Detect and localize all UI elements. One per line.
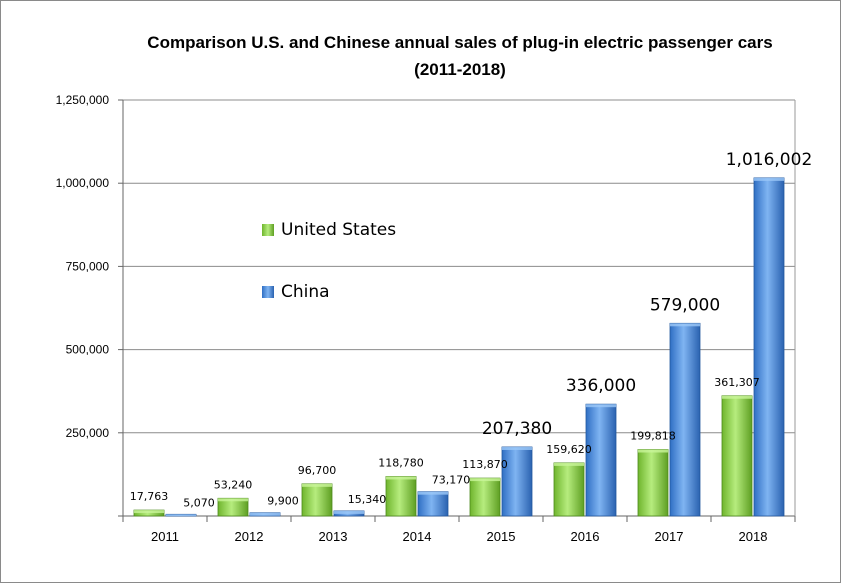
bar-united-states	[385, 476, 417, 517]
y-tick-label: 750,000	[66, 259, 110, 273]
bar-top-highlight	[722, 395, 752, 399]
legend-swatch-china	[262, 286, 274, 298]
legend-item-united-states: United States	[262, 220, 396, 240]
bar-united-states	[637, 449, 669, 517]
bar-top-highlight	[302, 483, 332, 487]
x-tick-label: 2015	[487, 529, 516, 544]
data-label-united-states: 118,780	[378, 456, 424, 469]
y-tick-label: 250,000	[66, 426, 110, 440]
data-label-china: 9,900	[267, 495, 299, 508]
x-tick-label: 2016	[571, 529, 600, 544]
data-label-united-states: 96,700	[298, 464, 337, 477]
x-tick-label: 2013	[319, 529, 348, 544]
bar-top-highlight	[586, 404, 616, 408]
x-tick-label: 2011	[151, 529, 179, 544]
y-tick-label: 1,250,000	[56, 93, 110, 107]
data-label-united-states: 361,307	[714, 376, 760, 389]
data-label-china: 1,016,002	[726, 150, 813, 170]
legend-label-united-states: United States	[281, 220, 397, 240]
bar-china	[417, 491, 449, 517]
bar-top-highlight	[502, 446, 532, 450]
bars	[133, 177, 785, 517]
data-label-united-states: 53,240	[214, 478, 253, 491]
data-label-united-states: 17,763	[130, 490, 169, 503]
bar-top-highlight	[250, 512, 280, 516]
bar-top-highlight	[134, 510, 164, 514]
bar-top-highlight	[418, 491, 448, 495]
data-label-china: 207,380	[482, 419, 552, 439]
bar-top-highlight	[670, 323, 700, 327]
bar-united-states	[721, 395, 753, 517]
bar-top-highlight	[386, 476, 416, 480]
x-tick-label: 2014	[403, 529, 432, 544]
x-tick-label: 2017	[655, 529, 684, 544]
bar-top-highlight	[470, 478, 500, 482]
data-label-united-states: 199,818	[630, 430, 676, 443]
bar-china	[501, 446, 533, 517]
bar-united-states	[553, 462, 585, 517]
bar-china	[753, 177, 785, 517]
legend-swatch-united-states	[262, 224, 274, 236]
data-labels: 17,763 5,070 53,240 9,900 96,700 15,340 118,78…	[130, 150, 813, 509]
data-label-united-states: 113,870	[462, 458, 508, 471]
legend-item-china: China	[262, 282, 330, 302]
bar-top-highlight	[554, 462, 584, 466]
y-tick-label: 500,000	[66, 343, 110, 357]
data-label-united-states: 159,620	[546, 443, 592, 456]
data-label-china: 579,000	[650, 295, 720, 315]
data-label-china: 15,340	[348, 493, 387, 506]
bar-united-states	[469, 477, 501, 517]
legend-label-china: China	[281, 282, 330, 302]
bar-united-states	[301, 483, 333, 517]
bar-china	[585, 403, 617, 517]
x-tick-label: 2012	[235, 529, 264, 544]
data-label-china: 336,000	[566, 376, 636, 396]
x-tick-label: 2018	[739, 529, 768, 544]
data-label-china: 73,170	[432, 474, 471, 487]
chart-subtitle: (2011-2018)	[414, 60, 506, 79]
bar-top-highlight	[218, 498, 248, 502]
bar-top-highlight	[754, 177, 784, 181]
bar-top-highlight	[166, 514, 196, 516]
chart-title: Comparison U.S. and Chinese annual sales…	[147, 33, 773, 52]
bar-china	[669, 322, 701, 517]
bar-top-highlight	[334, 510, 364, 514]
data-label-china: 5,070	[183, 496, 215, 509]
bar-top-highlight	[638, 449, 668, 453]
y-tick-label: 1,000,000	[56, 176, 110, 190]
